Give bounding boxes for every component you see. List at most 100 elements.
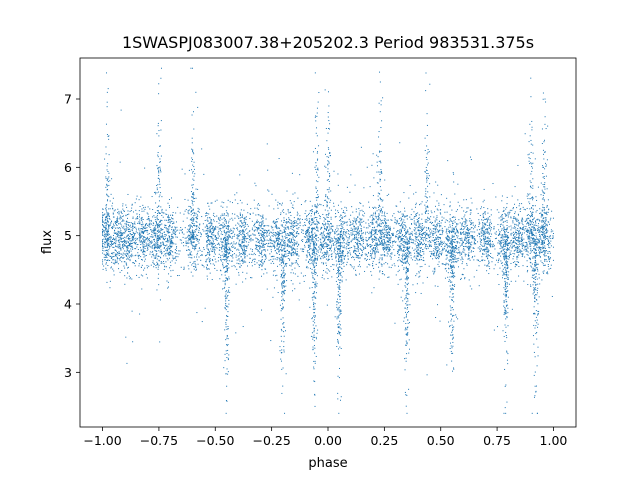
data-point: [449, 245, 451, 247]
data-point: [275, 275, 277, 277]
data-point: [132, 228, 134, 230]
data-point: [321, 245, 323, 247]
data-point: [497, 252, 499, 254]
data-point: [441, 219, 443, 221]
data-point: [183, 245, 185, 247]
data-point: [468, 258, 470, 260]
data-point: [138, 257, 140, 259]
data-point: [157, 277, 159, 279]
data-point: [355, 208, 357, 210]
data-point: [142, 227, 144, 229]
data-point: [124, 230, 126, 232]
data-point: [153, 215, 155, 217]
data-point: [258, 227, 260, 229]
data-point: [261, 222, 263, 224]
data-point: [238, 240, 240, 242]
data-point: [296, 235, 298, 237]
data-point: [163, 268, 165, 270]
data-point: [482, 222, 484, 224]
data-point: [256, 248, 258, 250]
data-point: [480, 208, 482, 210]
data-point: [153, 223, 155, 225]
data-point: [325, 258, 327, 260]
data-point: [144, 251, 146, 253]
data-point: [118, 268, 120, 270]
data-point: [190, 238, 192, 240]
data-point: [367, 245, 369, 247]
data-point: [169, 241, 171, 243]
data-point: [146, 224, 148, 226]
data-point: [384, 229, 386, 231]
data-point: [328, 207, 330, 209]
data-point: [388, 240, 390, 242]
data-point: [127, 227, 129, 229]
data-point: [286, 237, 288, 239]
data-point: [270, 251, 272, 253]
data-point: [391, 234, 393, 236]
data-point: [384, 215, 386, 217]
data-point: [295, 253, 297, 255]
data-point: [140, 244, 142, 246]
data-point: [238, 263, 240, 265]
data-point: [152, 231, 154, 233]
data-point: [212, 242, 214, 244]
data-point: [258, 251, 260, 253]
data-point: [124, 245, 126, 247]
data-point: [501, 241, 503, 243]
data-point: [284, 242, 286, 244]
data-point: [261, 234, 263, 236]
data-point: [451, 225, 453, 227]
data-point: [158, 212, 160, 214]
data-point: [135, 242, 137, 244]
data-point: [463, 210, 465, 212]
data-point: [406, 261, 408, 263]
data-point: [388, 230, 390, 232]
data-point: [323, 230, 325, 232]
data-point: [147, 236, 149, 238]
data-point: [205, 230, 207, 232]
data-point: [468, 237, 470, 239]
data-point: [417, 212, 419, 214]
data-point: [253, 234, 255, 236]
data-point: [189, 219, 191, 221]
data-point: [438, 222, 440, 224]
data-point: [321, 235, 323, 237]
data-point: [149, 224, 151, 226]
data-point: [338, 238, 340, 240]
data-point: [382, 254, 384, 256]
data-point: [125, 250, 127, 252]
data-point: [322, 246, 324, 248]
data-point: [255, 241, 257, 243]
data-point: [436, 258, 438, 260]
data-point: [488, 262, 490, 264]
data-point: [341, 208, 343, 210]
data-point: [180, 227, 182, 229]
data-point: [309, 210, 311, 212]
data-point: [289, 219, 291, 221]
data-point: [440, 243, 442, 245]
data-point: [407, 242, 409, 244]
data-point: [118, 253, 120, 255]
data-point: [104, 244, 106, 246]
data-point: [355, 236, 357, 238]
data-point: [307, 239, 309, 241]
data-point: [342, 224, 344, 226]
data-point: [418, 272, 420, 274]
data-point: [437, 243, 439, 245]
data-point: [503, 227, 505, 229]
data-point: [406, 261, 408, 263]
data-point: [293, 248, 295, 250]
data-point: [314, 211, 316, 213]
data-point: [174, 234, 176, 236]
data-point: [274, 222, 275, 224]
data-point: [197, 210, 199, 212]
data-point: [132, 216, 134, 218]
data-point: [244, 226, 246, 228]
data-point: [417, 220, 419, 222]
data-point: [187, 265, 189, 267]
data-point: [117, 219, 118, 221]
data-point: [322, 255, 324, 257]
data-point: [330, 218, 332, 220]
data-point: [165, 225, 167, 227]
data-point: [262, 232, 264, 234]
